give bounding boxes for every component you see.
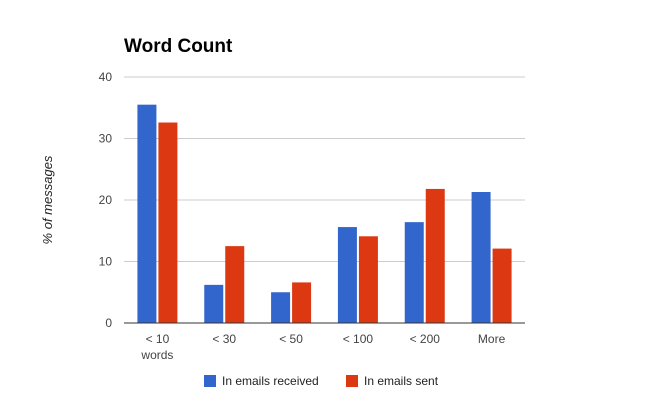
y-tick-label: 20 [99, 193, 113, 207]
x-tick-label: < 100 [343, 332, 374, 346]
y-axis-label: % of messages [40, 155, 55, 244]
y-tick-label: 10 [99, 255, 113, 269]
bar-sent [492, 248, 512, 323]
y-axis-ticks: 0 10 20 30 40 [99, 70, 113, 330]
x-axis-ticks: < 10 words < 30 < 50 < 100 < 200 More [140, 332, 505, 362]
bar-sent [225, 246, 245, 323]
bar-received [137, 104, 157, 323]
bar-sent [425, 188, 445, 323]
legend-label: In emails received [222, 374, 319, 388]
chart-title: Word Count [124, 36, 233, 57]
legend-swatch [204, 375, 216, 387]
grid-lines [124, 76, 525, 262]
bar-received [471, 192, 491, 323]
bar-received [337, 227, 357, 323]
bar-received [271, 292, 291, 323]
bar-received [404, 222, 424, 323]
x-tick-label: words [140, 348, 173, 362]
x-tick-label: < 200 [410, 332, 441, 346]
bars [137, 104, 512, 323]
x-tick-label: More [478, 332, 506, 346]
y-tick-label: 40 [99, 70, 113, 84]
x-tick-label: < 30 [212, 332, 236, 346]
bar-sent [158, 122, 178, 323]
legend-label: In emails sent [364, 374, 439, 388]
bar-sent [358, 236, 378, 323]
y-tick-label: 30 [99, 132, 113, 146]
x-tick-label: < 10 [146, 332, 170, 346]
y-tick-label: 0 [105, 316, 112, 330]
legend: In emails received In emails sent [204, 374, 439, 388]
x-tick-label: < 50 [279, 332, 303, 346]
legend-swatch [346, 375, 358, 387]
bar-received [204, 284, 224, 323]
bar-sent [292, 282, 312, 323]
